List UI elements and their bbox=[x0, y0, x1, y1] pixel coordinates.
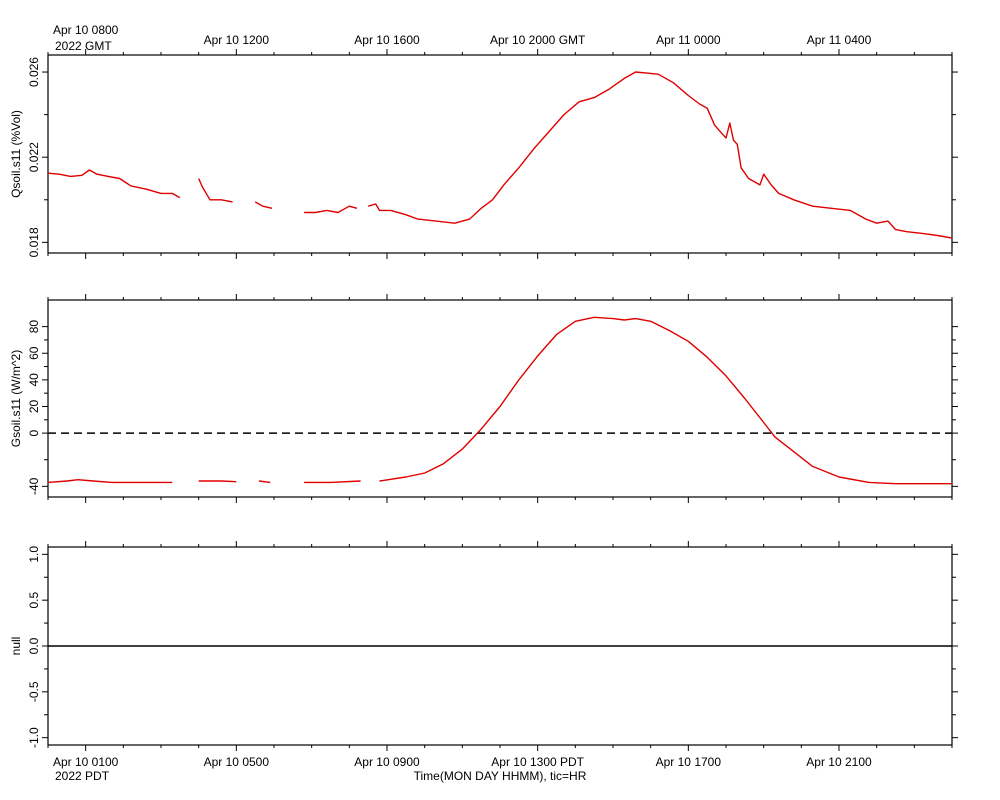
series-line-segment bbox=[198, 480, 237, 483]
top-tick-label: Apr 11 0400 bbox=[807, 33, 872, 47]
series-line-segment bbox=[47, 169, 181, 199]
y-tick-label: 0.022 bbox=[27, 142, 41, 172]
bottom-tick-label: Apr 10 2100 bbox=[806, 755, 872, 769]
top-year-label: 2022 GMT bbox=[55, 39, 112, 53]
series-line-segment bbox=[254, 201, 273, 209]
top-tick-label: Apr 10 1200 bbox=[204, 33, 270, 47]
top-tick-label: Apr 10 0800 bbox=[53, 23, 119, 37]
y-tick-label: -0.5 bbox=[27, 681, 41, 702]
y-tick-label: 0 bbox=[27, 429, 41, 436]
y-tick-label: 20 bbox=[27, 399, 41, 413]
series-line-segment bbox=[368, 71, 953, 239]
top-tick-label: Apr 10 2000 GMT bbox=[490, 33, 586, 47]
y-tick-label: 0.5 bbox=[27, 592, 41, 609]
y-tick-label: 1.0 bbox=[27, 546, 41, 563]
y-tick-label: 0.018 bbox=[27, 227, 41, 257]
series-line-segment bbox=[198, 178, 233, 203]
qsoil-panel: 0.018 0.022 0.026 Qsoil.s11 (%Vol) bbox=[9, 49, 958, 259]
y-tick-label: 80 bbox=[27, 320, 41, 334]
null-panel: -1.0 -0.5 0.0 0.5 1.0 null bbox=[9, 541, 958, 751]
y-axis-label: null bbox=[9, 637, 23, 656]
series-line-segment bbox=[379, 316, 952, 485]
series-line-segment bbox=[258, 480, 271, 484]
series-line-segment bbox=[304, 205, 358, 214]
top-time-axis-labels: Apr 10 0800 Apr 10 1200 Apr 10 1600 Apr 10 … bbox=[53, 23, 872, 47]
y-tick-label: 0.026 bbox=[27, 57, 41, 87]
bottom-tick-label: Apr 10 0500 bbox=[204, 755, 270, 769]
bottom-tick-label: Apr 10 0100 bbox=[53, 755, 119, 769]
y-tick-label: 40 bbox=[27, 373, 41, 387]
bottom-tick-label: Apr 10 0900 bbox=[354, 755, 420, 769]
y-axis-label: Gsoil.s11 (W/m^2) bbox=[9, 350, 23, 447]
y-tick-label: -40 bbox=[27, 477, 41, 495]
y-tick-label: -1.0 bbox=[27, 727, 41, 748]
bottom-time-axis-labels: Apr 10 0100 Apr 10 0500 Apr 10 0900 Apr 10 … bbox=[53, 755, 872, 769]
top-tick-label: Apr 10 1600 bbox=[354, 33, 420, 47]
series-line-segment bbox=[47, 479, 173, 484]
gsoil-panel: -40 0 20 40 60 80 Gsoil.s11 (W/m^2) bbox=[9, 294, 958, 503]
x-axis-title: Time(MON DAY HHMM), tic=HR bbox=[414, 769, 587, 783]
plot-frame bbox=[47, 54, 953, 254]
bottom-tick-label: Apr 10 1700 bbox=[656, 755, 722, 769]
series-line-segment bbox=[304, 480, 361, 484]
bottom-year-label: 2022 PDT bbox=[55, 769, 110, 783]
bottom-tick-label: Apr 10 1300 PDT bbox=[491, 755, 584, 769]
y-tick-label: 0.0 bbox=[27, 637, 41, 654]
y-tick-label: 60 bbox=[27, 346, 41, 360]
top-tick-label: Apr 11 0000 bbox=[656, 33, 721, 47]
y-axis-label: Qsoil.s11 (%Vol) bbox=[9, 110, 23, 198]
